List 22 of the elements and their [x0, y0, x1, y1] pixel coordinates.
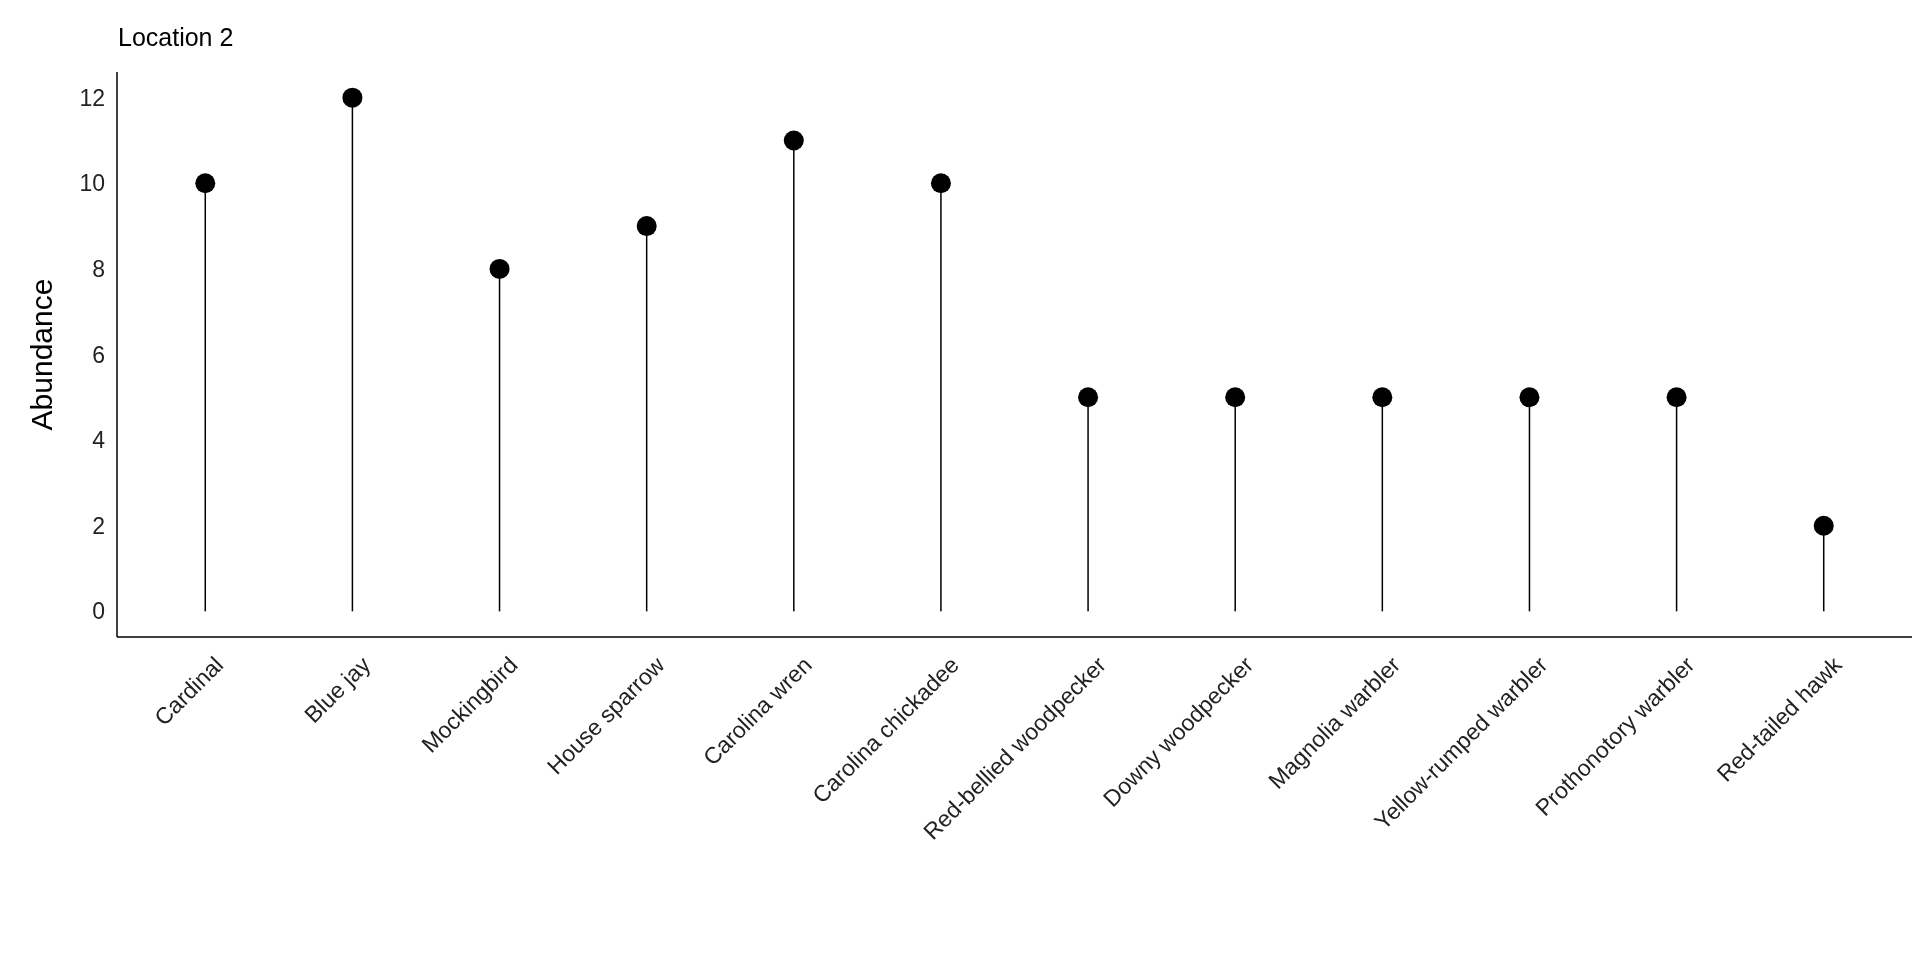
- y-tick-label: 10: [79, 170, 105, 197]
- point: [342, 87, 363, 108]
- x-tick-label: Blue jay: [299, 651, 376, 728]
- y-tick-label: 0: [92, 598, 105, 625]
- y-tick-label: 2: [92, 512, 105, 539]
- point: [930, 173, 951, 194]
- point: [783, 130, 804, 151]
- point: [1666, 387, 1687, 408]
- y-tick-label: 6: [92, 341, 105, 368]
- point: [1519, 387, 1540, 408]
- chart-title: Location 2: [118, 23, 234, 51]
- y-tick-label: 4: [92, 427, 106, 454]
- y-axis-title: Abundance: [25, 278, 58, 431]
- point: [489, 258, 510, 279]
- point: [1372, 387, 1393, 408]
- y-tick-label: 12: [79, 84, 105, 111]
- point: [195, 173, 216, 194]
- point: [1225, 387, 1246, 408]
- y-tick-label: 8: [92, 255, 105, 282]
- point: [636, 216, 657, 237]
- point: [1813, 515, 1834, 536]
- point: [1078, 387, 1099, 408]
